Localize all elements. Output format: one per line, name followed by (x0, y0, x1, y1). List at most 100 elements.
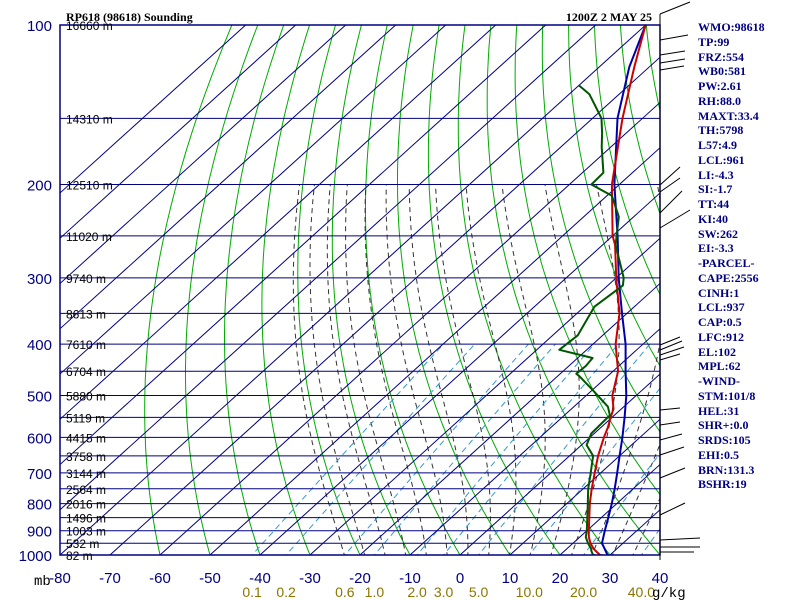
height-label: 3758 m (66, 450, 106, 464)
index-line: KI:40 (698, 211, 728, 226)
mixing-ratio-label: 0.1 (242, 584, 262, 600)
height-label: 11020 m (66, 230, 112, 244)
parcel-profile-line (601, 25, 647, 555)
mixing-ratio-line (477, 343, 651, 555)
temperature-tick-label: -50 (199, 570, 221, 587)
height-labels: 16660 m 14310 m 12510 m 11020 m 9740 m 8613 m… (66, 19, 113, 563)
isobars (60, 25, 660, 555)
wind-barb (659, 421, 681, 426)
chart-title: RP618 (98618) Sounding (66, 10, 193, 24)
mixing-ratio-label: 40.0 (628, 584, 655, 600)
index-line: EHI:0.5 (698, 447, 740, 462)
moist-adiabats (292, 184, 660, 555)
isotherm (60, 25, 246, 194)
wind-barb (659, 1, 691, 15)
temperature-tick-label: 30 (602, 570, 619, 587)
mixing-ratio-unit-label: g/kg (652, 586, 686, 600)
isotherm (60, 25, 496, 420)
index-line: BRN:131.3 (698, 462, 755, 477)
wind-barb (659, 446, 685, 456)
isotherm (60, 25, 546, 466)
dry-adiabat (297, 25, 361, 555)
dry-adiabat (397, 25, 511, 555)
wind-barbs (659, 1, 701, 553)
index-line: MAXT:33.4 (698, 108, 759, 123)
index-line: EL:102 (698, 344, 737, 359)
temperature-tick-label: -10 (399, 570, 421, 587)
sounding-profiles (558, 25, 647, 555)
index-line: CAPE:2556 (698, 270, 759, 285)
temperature-tick-label: 0 (456, 570, 464, 587)
isotherm (60, 25, 596, 511)
isotherm (359, 282, 660, 555)
dry-adiabat (486, 25, 660, 555)
index-line: LI:-4.3 (698, 167, 734, 182)
height-label: 1496 m (66, 512, 106, 526)
mixing-ratio-lines (251, 343, 660, 555)
wind-barb (659, 537, 701, 541)
mixing-ratio-label: 5.0 (469, 584, 489, 600)
dry-adiabat (457, 25, 611, 555)
index-line: RH:88.0 (698, 93, 741, 108)
wind-barb (659, 340, 683, 351)
isotherm (60, 25, 396, 330)
mixing-ratio-line (528, 387, 660, 555)
wind-barb (659, 346, 685, 356)
pressure-tick-labels: 100 200 300 400 500 600 700 800 900 1000 (19, 18, 52, 565)
temperature-profile-line (587, 25, 647, 555)
height-label: 9740 m (66, 272, 106, 286)
isotherm (309, 237, 660, 555)
dry-adiabat (568, 25, 660, 367)
index-line: MPL:62 (698, 359, 741, 374)
height-label: 4415 m (66, 431, 106, 445)
mixing-ratio-line (582, 452, 660, 555)
isotherm (209, 147, 660, 555)
temperature-tick-labels: -80 -70 -60 -50 -40 -30 -20 -10 0 10 20 30 40 (49, 570, 668, 587)
chart-time: 1200Z 2 MAY 25 (566, 10, 652, 24)
mixing-ratio-label: 3.0 (434, 584, 454, 600)
index-line: SW:262 (698, 226, 739, 241)
index-line: PW:2.61 (698, 79, 742, 93)
index-line: SI:-1.7 (698, 182, 733, 197)
mixing-ratio-label: 10.0 (516, 584, 543, 600)
mixing-ratio-line (640, 528, 660, 555)
height-label: 2564 m (66, 483, 106, 497)
wind-barb (659, 407, 681, 411)
mixing-ratio-line (251, 343, 444, 555)
wind-barb (659, 50, 686, 56)
temperature-tick-label: 10 (502, 570, 519, 587)
dry-adiabat (593, 25, 660, 296)
index-line: WMO:98618 (698, 20, 765, 34)
dry-adiabats (144, 25, 660, 555)
pressure-tick-label: 100 (27, 18, 52, 35)
mixing-ratio-line (416, 343, 595, 555)
height-label: 14310 m (66, 112, 113, 126)
height-label: 1003 m (66, 525, 106, 539)
mixing-ratio-labels: 0.1 0.2 0.6 1.0 2.0 3.0 5.0 10.0 20.0 40.0 (242, 584, 655, 600)
moist-adiabat (501, 184, 546, 555)
temperature-tick-label: -70 (99, 570, 121, 587)
dry-adiabat (144, 25, 233, 555)
pressure-tick-label: 600 (27, 430, 52, 447)
moist-adiabat (408, 184, 469, 555)
index-line: STM:101/8 (698, 388, 756, 403)
wind-barb (659, 166, 681, 186)
isotherm (259, 192, 660, 555)
temperature-tick-label: -40 (249, 570, 271, 587)
index-line: HEL:31 (698, 403, 740, 418)
wind-barb (659, 336, 681, 346)
dry-adiabat (261, 25, 311, 555)
height-label: 2016 m (66, 498, 106, 512)
wind-barb (659, 502, 686, 516)
index-line: EI:-3.3 (698, 241, 734, 256)
wind-barb (659, 34, 689, 41)
wind-barb (659, 190, 683, 214)
index-line: LFC:912 (698, 329, 744, 344)
index-line: FRZ:554 (698, 49, 744, 64)
index-line: L57:4.9 (698, 138, 737, 152)
moist-adiabat (435, 184, 491, 555)
height-label: 5119 m (66, 411, 105, 425)
dewpoint-profile-line (558, 84, 625, 555)
